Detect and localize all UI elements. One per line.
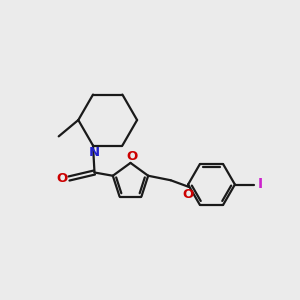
Text: I: I: [258, 178, 263, 191]
Text: N: N: [88, 146, 100, 159]
Text: O: O: [126, 150, 137, 164]
Text: O: O: [182, 188, 194, 201]
Text: O: O: [57, 172, 68, 185]
